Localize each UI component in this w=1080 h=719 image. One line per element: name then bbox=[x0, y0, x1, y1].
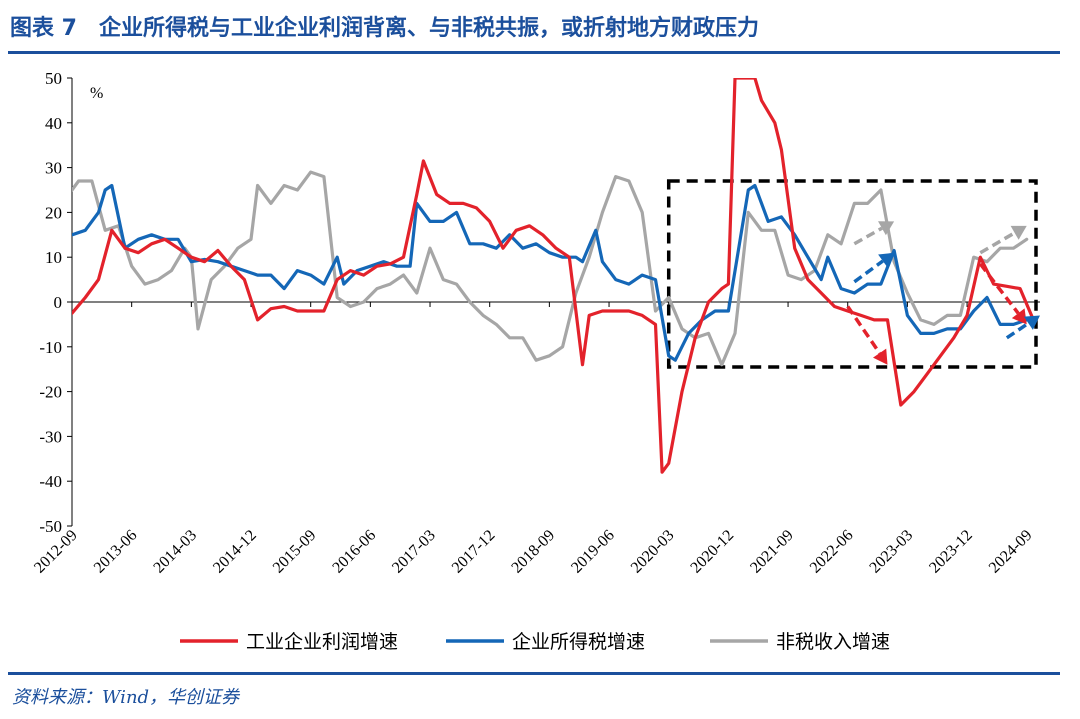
legend-label: 非税收入增速 bbox=[776, 631, 890, 653]
y-tick-label: -10 bbox=[39, 338, 62, 357]
y-tick-label: 0 bbox=[54, 293, 63, 312]
x-tick-label: 2023-03 bbox=[866, 527, 916, 577]
x-tick-label: 2018-09 bbox=[508, 527, 558, 577]
trend-arrow-head bbox=[878, 221, 895, 236]
highlight-box-layer bbox=[666, 179, 1038, 369]
source-note: 资料来源：Wind，华创证券 bbox=[12, 687, 240, 708]
x-tick-label: 2019-06 bbox=[568, 527, 618, 577]
trend-arrow-shaft bbox=[853, 226, 883, 246]
series-lines bbox=[72, 78, 1035, 474]
x-tick-label: 2015-09 bbox=[270, 527, 320, 577]
highlight-box bbox=[666, 179, 1038, 369]
y-tick-label: 40 bbox=[45, 114, 62, 133]
series-line-3 bbox=[72, 170, 1029, 367]
x-tick-label: 2023-12 bbox=[926, 527, 976, 577]
trend-arrow-head bbox=[1011, 308, 1027, 325]
trend-arrow-shaft bbox=[846, 305, 882, 355]
y-tick-label: -20 bbox=[39, 383, 62, 402]
y-tick-label: -40 bbox=[39, 472, 62, 491]
x-tick-label: 2022-06 bbox=[807, 527, 857, 577]
x-tick-label: 2016-06 bbox=[329, 527, 379, 577]
trend-arrow-shaft bbox=[979, 231, 1016, 255]
y-unit-label: % bbox=[90, 85, 103, 102]
title-divider bbox=[8, 51, 1060, 54]
legend-label: 企业所得税增速 bbox=[512, 631, 645, 653]
y-tick-label: -50 bbox=[39, 517, 62, 536]
y-tick-label: 20 bbox=[45, 203, 62, 222]
trend-arrow-shaft bbox=[853, 259, 884, 284]
trend-arrow-head bbox=[1010, 225, 1027, 240]
x-tick-label: 2017-12 bbox=[449, 527, 499, 577]
x-tick-label: 2024-09 bbox=[986, 527, 1036, 577]
y-tick-label: -30 bbox=[39, 427, 62, 446]
trend-arrows bbox=[846, 221, 1040, 365]
y-tick-label: 30 bbox=[45, 159, 62, 178]
footer-divider bbox=[8, 672, 1060, 675]
x-tick-label: 2020-12 bbox=[687, 527, 737, 577]
x-tick-label: 2014-12 bbox=[210, 527, 260, 577]
series-line-1 bbox=[72, 78, 1035, 474]
x-tick-label: 2014-03 bbox=[150, 527, 200, 577]
x-tick-label: 2021-09 bbox=[747, 527, 797, 577]
y-tick-label: 10 bbox=[45, 248, 62, 267]
trend-arrow-shaft bbox=[978, 262, 1020, 315]
title-bar: 图表 7 企业所得税与工业企业利润背离、与非税共振，或折射地方财政压力 bbox=[0, 0, 1080, 48]
legend: 工业企业利润增速 企业所得税增速 非税收入增速 bbox=[180, 631, 890, 653]
trend-arrow-head bbox=[873, 348, 888, 365]
trend-arrow-shaft bbox=[1005, 321, 1030, 340]
x-tick-label: 2020-03 bbox=[628, 527, 678, 577]
series-line-2 bbox=[72, 183, 1029, 362]
legend-label: 工业企业利润增速 bbox=[246, 631, 398, 653]
x-tick-label: 2013-06 bbox=[91, 527, 141, 577]
y-tick-label: 50 bbox=[45, 69, 62, 88]
trend-arrow-head bbox=[878, 252, 895, 268]
x-tick-label: 2017-03 bbox=[389, 527, 439, 577]
chart-title: 图表 7 企业所得税与工业企业利润背离、与非税共振，或折射地方财政压力 bbox=[10, 16, 759, 41]
chart-area: 50 40 30 20 10 0 -10 -20 -30 -40 -50% 2012-09 2013-0… bbox=[0, 56, 1080, 668]
trend-arrow-head bbox=[1023, 315, 1040, 330]
